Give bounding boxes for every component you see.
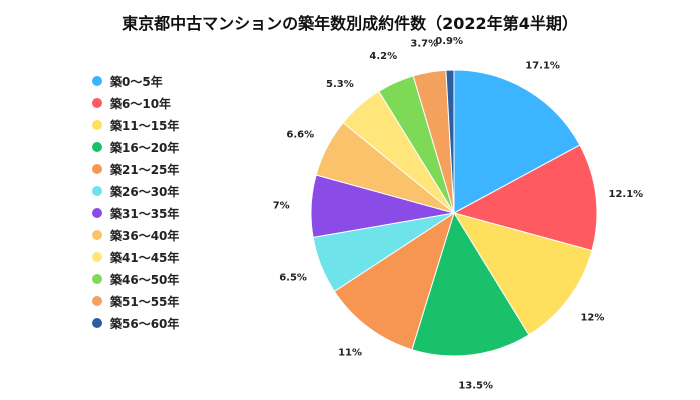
legend-label: 築41〜45年: [110, 250, 180, 265]
legend-label: 築21〜25年: [110, 162, 180, 177]
legend: 築0〜5年築6〜10年 築11〜15年 築16〜20年 築21〜25年 築26〜30年築…: [92, 70, 179, 334]
legend-label: 築46〜50年: [110, 272, 180, 287]
slice-label: 11%: [338, 347, 362, 358]
slice-label: 0.9%: [435, 36, 463, 47]
pie-slice: [453, 69, 581, 214]
legend-item: 築26〜30年: [92, 180, 179, 202]
legend-item: 築11〜15年: [92, 114, 179, 136]
legend-swatch: [92, 120, 102, 130]
chart-title: 東京都中古マンションの築年数別成約件数（2022年第4半期）: [122, 14, 578, 33]
slice-label: 17.1%: [525, 60, 560, 71]
legend-item: 築16〜20年: [92, 136, 179, 158]
legend-item: 築56〜60年: [92, 312, 179, 334]
slice-label: 7%: [273, 201, 290, 212]
pie-slice: [411, 211, 530, 357]
slice-label: 13.5%: [458, 381, 493, 392]
legend-swatch: [92, 296, 102, 306]
legend-label: 築26〜30年: [110, 184, 180, 199]
legend-item: 築6〜10年: [92, 92, 179, 114]
slice-label: 4.2%: [369, 51, 397, 62]
legend-item: 築41〜45年: [92, 246, 179, 268]
legend-swatch: [92, 186, 102, 196]
legend-swatch: [92, 318, 102, 328]
legend-label: 築31〜35年: [110, 206, 180, 221]
pie-slice: [452, 212, 593, 336]
slice-label: 6.5%: [279, 272, 307, 283]
slice-label: 6.6%: [286, 130, 314, 141]
legend-item: 築46〜50年: [92, 268, 179, 290]
legend-label: 築16〜20年: [110, 140, 180, 155]
legend-label: 築51〜55年: [110, 294, 180, 309]
slice-label: 12%: [580, 313, 604, 324]
slice-label: 5.3%: [326, 79, 354, 90]
legend-swatch: [92, 142, 102, 152]
pie-slice: [445, 69, 455, 214]
legend-swatch: [92, 98, 102, 108]
pie-slice: [333, 211, 455, 351]
legend-label: 築56〜60年: [110, 316, 180, 331]
legend-item: 築51〜55年: [92, 290, 179, 312]
legend-swatch: [92, 76, 102, 86]
legend-item: 築31〜35年: [92, 202, 179, 224]
legend-item: 築0〜5年: [92, 70, 179, 92]
legend-swatch: [92, 252, 102, 262]
slice-label: 12.1%: [609, 189, 644, 200]
legend-label: 築11〜15年: [110, 118, 180, 133]
legend-swatch: [92, 230, 102, 240]
legend-item: 築21〜25年: [92, 158, 179, 180]
legend-swatch: [92, 164, 102, 174]
legend-swatch: [92, 274, 102, 284]
legend-label: 築6〜10年: [110, 96, 172, 111]
legend-swatch: [92, 208, 102, 218]
slice-label: 3.7%: [410, 39, 438, 50]
legend-label: 築36〜40年: [110, 228, 180, 243]
pie-slice: [452, 144, 598, 252]
legend-label: 築0〜5年: [110, 74, 163, 89]
legend-item: 築36〜40年: [92, 224, 179, 246]
